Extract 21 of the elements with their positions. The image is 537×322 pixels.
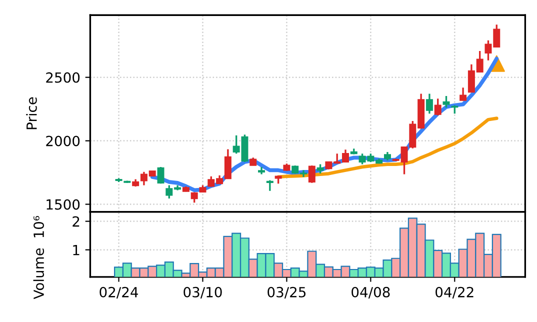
candlestick <box>190 191 198 204</box>
candlestick <box>434 98 442 116</box>
candlestick <box>460 86 467 102</box>
candlestick <box>442 95 450 108</box>
y-tick-label: 2000 <box>46 136 80 146</box>
y-tick-label: 1500 <box>46 199 80 210</box>
y-tick-label: 1 <box>73 244 80 256</box>
y-tick-label: 2500 <box>46 72 80 83</box>
x-tick-label: 03/10 <box>184 286 222 298</box>
y-axis-title: Price <box>26 97 37 130</box>
candlestick <box>266 179 274 192</box>
candlestick <box>426 92 433 114</box>
candlestick <box>316 163 324 174</box>
y-axis-title: Volume 10⁶ <box>33 216 44 300</box>
x-tick-label: 03/25 <box>268 286 306 298</box>
candlestick <box>157 166 164 184</box>
candlestick <box>308 164 316 184</box>
x-tick-label: 02/24 <box>100 286 138 298</box>
x-tick-label: 04/22 <box>436 286 474 298</box>
y-tick-label: 2 <box>72 216 80 227</box>
x-tick-label: 04/08 <box>352 286 390 298</box>
